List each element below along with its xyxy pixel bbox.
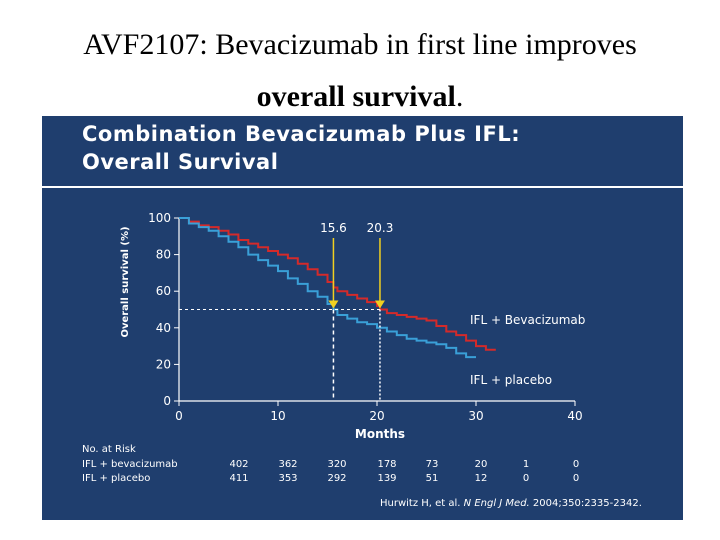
risk-cell: 402 (229, 459, 248, 470)
y-tick-label: 60 (156, 284, 171, 298)
citation-journal: N Engl J Med. (464, 498, 530, 509)
risk-cell: 139 (377, 473, 396, 484)
panel-separator (42, 186, 683, 188)
slide-title: AVF2107: Bevacizumab in first line impro… (0, 28, 720, 114)
title-end: . (455, 80, 464, 113)
median-arrow-head (374, 300, 385, 309)
y-tick-label: 40 (156, 321, 171, 335)
risk-cell: 1 (523, 459, 529, 470)
median-label: 20.3 (367, 221, 394, 235)
y-tick-label: 0 (163, 394, 171, 408)
series-line-placebo (179, 217, 476, 359)
risk-cell: 411 (229, 473, 248, 484)
title-bold: overall survival (256, 80, 456, 113)
risk-row-label: IFL + placebo (82, 473, 150, 484)
risk-cell: 0 (573, 473, 579, 484)
legend-bevacizumab: IFL + Bevacizumab (470, 313, 585, 327)
y-tick-label: 80 (156, 248, 171, 262)
risk-cell: 178 (377, 459, 396, 470)
risk-cell: 0 (573, 459, 579, 470)
risk-cell: 0 (523, 473, 529, 484)
citation-prefix: Hurwitz H, et al. (380, 498, 464, 509)
x-axis-label: Months (355, 427, 405, 441)
risk-row-label: IFL + bevacizumab (82, 459, 178, 470)
risk-cell: 51 (426, 473, 439, 484)
y-tick-label: 100 (148, 211, 171, 225)
risk-cell: 362 (278, 459, 297, 470)
median-label: 15.6 (320, 221, 347, 235)
chart-panel: Combination Bevacizumab Plus IFL: Overal… (42, 116, 683, 520)
risk-cell: 12 (475, 473, 488, 484)
x-tick-label: 0 (175, 409, 183, 423)
risk-cell: 353 (278, 473, 297, 484)
legend-placebo: IFL + placebo (470, 373, 552, 387)
risk-table-header: No. at Risk (82, 444, 136, 455)
median-arrow-head (328, 300, 339, 309)
panel-title: Combination Bevacizumab Plus IFL: Overal… (82, 120, 520, 176)
risk-cell: 292 (327, 473, 346, 484)
risk-cell: 73 (426, 459, 439, 470)
risk-cell: 20 (475, 459, 488, 470)
panel-title-line1: Combination Bevacizumab Plus IFL: (82, 122, 521, 146)
x-tick-label: 40 (567, 409, 582, 423)
citation: Hurwitz H, et al. N Engl J Med. 2004;350… (380, 498, 642, 509)
panel-header: Combination Bevacizumab Plus IFL: Overal… (42, 116, 683, 186)
x-tick-label: 30 (468, 409, 483, 423)
y-axis-label: Overall survival (%) (120, 226, 131, 337)
x-tick-label: 10 (270, 409, 285, 423)
panel-title-line2: Overall Survival (82, 150, 279, 174)
title-prefix: AVF2107 (83, 28, 200, 61)
panel-body: 0 20 40 60 80 100 0 10 20 30 40 15.6 20.3 IFL + Beva… (42, 188, 683, 520)
risk-cell: 320 (327, 459, 346, 470)
title-rest: : Bevacizumab in first line improves (199, 28, 637, 61)
series-line-bevacizumab (179, 217, 496, 351)
y-tick-label: 20 (156, 357, 171, 371)
x-tick-label: 20 (369, 409, 384, 423)
citation-suffix: 2004;350:2335-2342. (530, 498, 642, 509)
